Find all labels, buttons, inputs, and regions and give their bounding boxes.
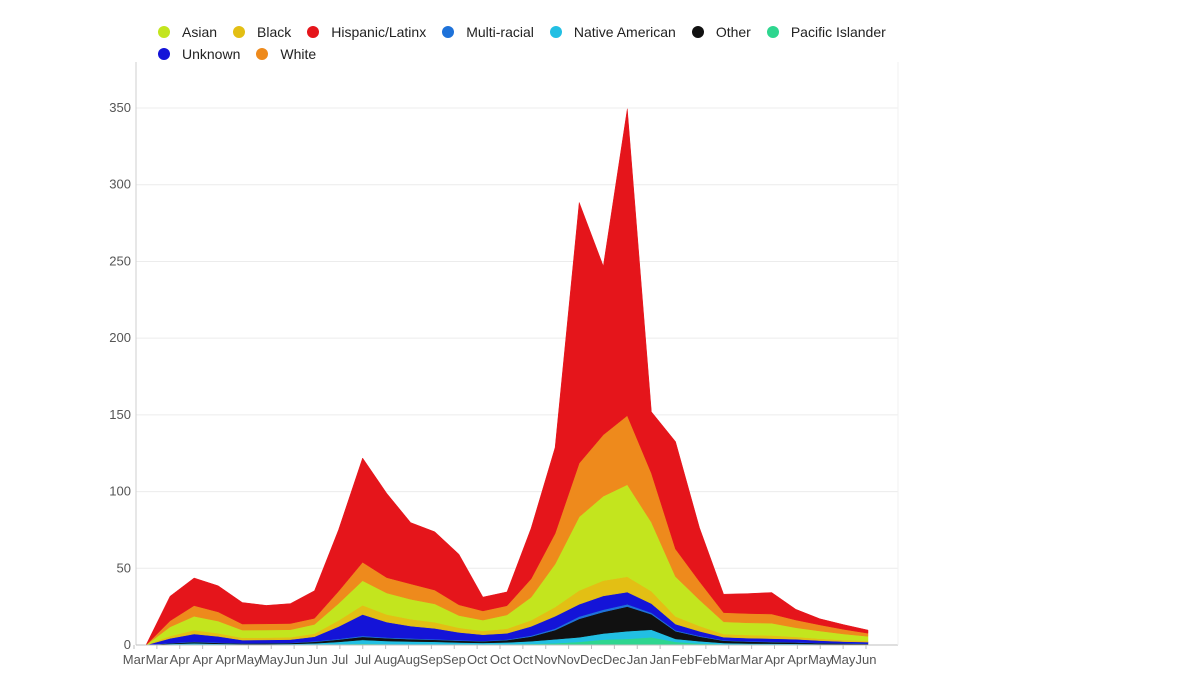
- legend-row-2: Unknown White: [158, 43, 878, 65]
- legend-dot-pacific-islander: [766, 26, 779, 38]
- legend-item-asian[interactable]: Asian: [158, 24, 217, 40]
- y-tick-label: 150: [109, 407, 131, 422]
- legend-dot-black: [233, 26, 246, 38]
- x-tick-label: Apr: [193, 652, 214, 667]
- x-tick-label: Jul: [332, 652, 349, 667]
- legend-item-native-american[interactable]: Native American: [549, 24, 676, 40]
- x-tick-label: Feb: [695, 652, 717, 667]
- y-tick-label: 100: [109, 484, 131, 499]
- legend-dot-asian: [158, 26, 170, 38]
- legend-label-pacific-islander: Pacific Islander: [790, 24, 886, 40]
- x-tick-label: May: [808, 652, 833, 667]
- x-tick-label: Sep: [443, 652, 466, 667]
- y-tick-label: 0: [124, 637, 131, 652]
- legend-item-other[interactable]: Other: [691, 24, 751, 40]
- area-series-hispanic-latinx[interactable]: [145, 108, 869, 646]
- legend-row-1: Asian Black Hispanic/Latinx Multi-racial…: [158, 21, 886, 43]
- legend-dot-hispanic: [307, 26, 320, 38]
- legend-label-black: Black: [257, 24, 292, 40]
- legend-label-other: Other: [715, 24, 751, 40]
- x-tick-label: May: [259, 652, 284, 667]
- legend-item-white[interactable]: White: [256, 46, 316, 62]
- legend-item-multiracial[interactable]: Multi-racial: [442, 24, 534, 40]
- x-tick-label: May: [236, 652, 261, 667]
- x-tick-label: Mar: [146, 652, 169, 667]
- x-tick-label: Feb: [672, 652, 694, 667]
- x-tick-label: Apr: [170, 652, 191, 667]
- legend-item-unknown[interactable]: Unknown: [158, 46, 240, 62]
- area-layer: [145, 108, 869, 646]
- x-tick-label: Jan: [650, 652, 671, 667]
- legend-item-black[interactable]: Black: [233, 24, 291, 40]
- x-tick-label: Jun: [307, 652, 328, 667]
- y-tick-label: 200: [109, 330, 131, 345]
- legend-dot-white: [256, 48, 269, 60]
- x-tick-label: Sep: [420, 652, 443, 667]
- y-tick-label: 300: [109, 177, 131, 192]
- x-tick-label: Mar: [123, 652, 146, 667]
- x-tick-label: May: [831, 652, 856, 667]
- legend-label-asian: Asian: [182, 24, 218, 40]
- x-tick-label: Oct: [467, 652, 488, 667]
- legend-dot-other: [691, 26, 704, 38]
- x-tick-label: Mar: [718, 652, 741, 667]
- x-tick-label: Jun: [856, 652, 877, 667]
- x-tick-label: Dec: [580, 652, 604, 667]
- legend-label-white: White: [280, 46, 317, 62]
- x-tick-label: Mar: [740, 652, 763, 667]
- x-tick-label: Jan: [627, 652, 648, 667]
- y-tick-label: 350: [109, 100, 131, 115]
- chart-legend: Asian Black Hispanic/Latinx Multi-racial…: [158, 21, 886, 65]
- x-tick-label: Jun: [284, 652, 305, 667]
- x-tick-label: Oct: [513, 652, 534, 667]
- x-tick-label: Aug: [397, 652, 420, 667]
- x-tick-label: Apr: [764, 652, 785, 667]
- x-tick-label: Apr: [215, 652, 236, 667]
- legend-label-hispanic: Hispanic/Latinx: [331, 24, 427, 40]
- legend-dot-native-american: [549, 26, 562, 38]
- x-tick-label: Oct: [490, 652, 511, 667]
- x-tick-label: Jul: [354, 652, 371, 667]
- legend-dot-multiracial: [442, 26, 455, 38]
- x-tick-label: Nov: [557, 652, 581, 667]
- x-tick-label: Nov: [534, 652, 558, 667]
- x-tick-label: Dec: [603, 652, 627, 667]
- legend-label-unknown: Unknown: [182, 46, 241, 62]
- legend-item-hispanic[interactable]: Hispanic/Latinx: [307, 24, 426, 40]
- legend-label-multiracial: Multi-racial: [466, 24, 534, 40]
- x-tick-label: Aug: [374, 652, 397, 667]
- legend-dot-unknown: [158, 48, 170, 60]
- grid-layer: [136, 107, 898, 646]
- x-tick-label: Apr: [787, 652, 808, 667]
- y-tick-label: 50: [117, 560, 131, 575]
- legend-item-pacific-islander[interactable]: Pacific Islander: [766, 24, 886, 40]
- y-tick-label: 250: [109, 253, 131, 268]
- legend-label-native-american: Native American: [573, 24, 676, 40]
